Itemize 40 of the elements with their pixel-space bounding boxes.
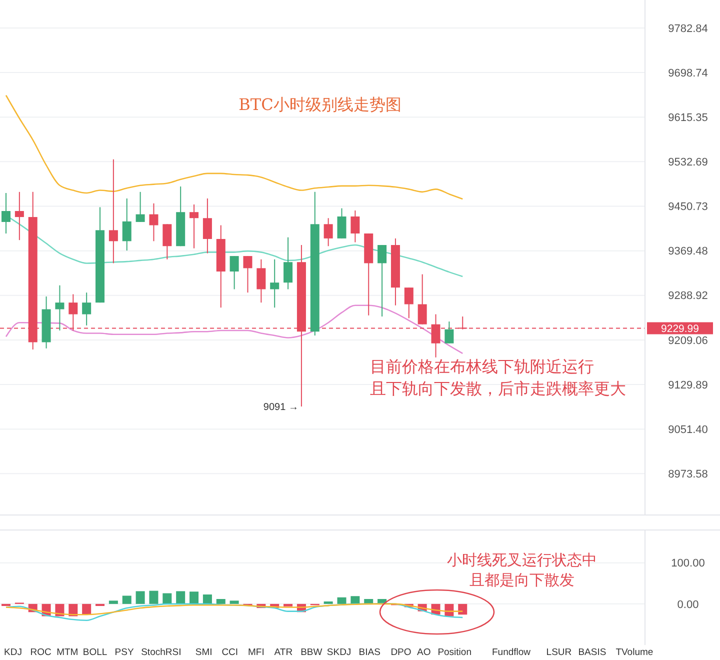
text: MTM (56, 647, 78, 658)
annotation: 且下轨向下发散，后市走跌概率更大 (370, 379, 626, 398)
text: KDJ (4, 647, 22, 658)
text: MFI (248, 647, 264, 658)
text: Fundflow (492, 647, 531, 658)
text: AO (417, 647, 431, 658)
text: BIAS (358, 647, 380, 658)
text: SMI (195, 647, 212, 658)
text: TVolume (616, 647, 654, 658)
y-tick-label: 9450.73 (668, 201, 708, 214)
annotation: 小时线死叉运行状态中 (447, 551, 597, 569)
text: BASIS (578, 647, 606, 658)
y-tick-label: 9051.40 (668, 424, 708, 436)
text: SKDJ (326, 647, 352, 658)
y-tick-label: 9698.74 (668, 67, 708, 80)
text: ATR (274, 647, 293, 658)
text: LSUR (546, 647, 572, 658)
text: PSY (114, 647, 134, 658)
y-tick-label: 9782.84 (668, 22, 708, 35)
y-tick-label: 9288.92 (668, 290, 708, 302)
y-tick-label: 9532.69 (668, 156, 708, 169)
text: BBW (300, 647, 322, 658)
text: 且都是向下散发 (470, 571, 574, 589)
text: ROC (30, 647, 52, 658)
y-tick-label: 8973.58 (668, 468, 708, 481)
annotation: 目前价格在布林线下轨附近运行 (370, 357, 594, 376)
text: Position (438, 647, 472, 658)
text: DPO (390, 647, 412, 658)
text: CCI (222, 647, 238, 658)
text: StochRSI (141, 647, 182, 658)
y-tick-label: 9209.06 (668, 334, 708, 347)
annotation: 9091 → (263, 402, 298, 414)
text: BTC小时级别线走势图 (238, 95, 402, 114)
y-tick-label: 100.00 (671, 558, 705, 570)
y-tick-label: 0.00 (677, 598, 699, 611)
ref-line-label: 9229.99 (661, 322, 700, 335)
y-tick-label: 9369.48 (668, 246, 708, 258)
text: BOLL (82, 647, 108, 658)
y-tick-label: 9615.35 (668, 112, 708, 124)
y-tick-label: 9129.89 (668, 379, 708, 392)
